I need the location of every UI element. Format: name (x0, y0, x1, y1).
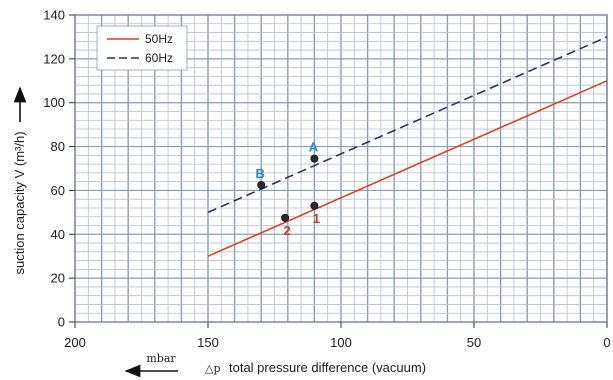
y-tick-label: 60 (51, 183, 65, 198)
x-axis-unit: mbar (146, 352, 176, 365)
legend-label-50hz: 50Hz (145, 32, 173, 46)
y-tick-label: 0 (58, 315, 65, 330)
x-axis-symbol: △p (205, 362, 221, 375)
ticks-layer: 0 20 40 60 80 100 120 140 200 150 100 50 0 (43, 8, 610, 351)
y-tick-label: 140 (43, 8, 65, 23)
points-layer: A B 1 2 (256, 140, 321, 238)
point-label-2: 2 (284, 223, 291, 238)
point-label-b: B (256, 166, 265, 181)
x-tick-label: 0 (603, 335, 610, 350)
y-tick-label: 80 (51, 139, 65, 154)
x-tick-label: 150 (197, 335, 219, 350)
legend-label-60hz: 60Hz (145, 51, 173, 65)
grid (74, 14, 608, 323)
point-label-1: 1 (313, 211, 320, 226)
x-axis-label: total pressure difference (vacuum) (229, 360, 426, 375)
y-axis-title: suction capacity V (m³/h) (12, 86, 27, 275)
point-label-a: A (309, 140, 319, 155)
point-a (310, 154, 319, 163)
point-b (257, 180, 266, 189)
legend-box (96, 25, 188, 71)
y-tick-label: 100 (43, 95, 65, 110)
x-tick-label: 50 (467, 335, 481, 350)
legend: 50Hz 60Hz (96, 25, 188, 71)
series-layer (207, 36, 608, 257)
y-tick-label: 120 (43, 51, 65, 66)
point-2 (281, 213, 290, 222)
point-1 (310, 201, 319, 210)
y-tick-label: 40 (51, 227, 65, 242)
x-axis-title: mbar △p total pressure difference (vacuu… (124, 352, 426, 378)
series-line-60hz (207, 36, 608, 214)
y-axis-label: suction capacity V (m³/h) (12, 131, 27, 274)
x-tick-label: 200 (64, 335, 86, 350)
y-tick-label: 20 (51, 271, 65, 286)
x-tick-label: 100 (330, 335, 352, 350)
series-line-50hz (207, 80, 608, 257)
